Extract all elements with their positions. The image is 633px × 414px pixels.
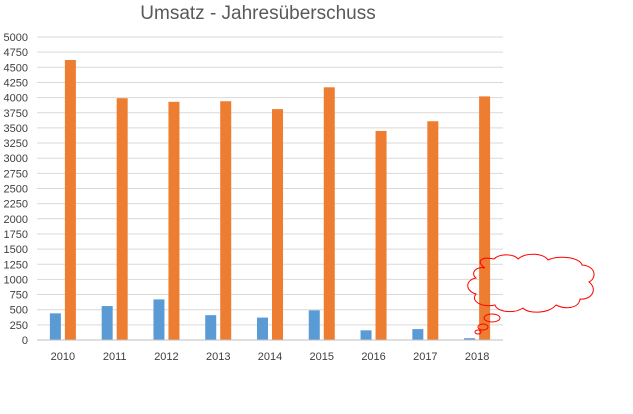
bars [49, 60, 491, 341]
bar-2010-series-2 [64, 60, 76, 340]
y-tick-label: 1000 [4, 274, 28, 286]
y-tick-label: 5000 [4, 32, 28, 44]
y-tick-label: 0 [22, 335, 28, 347]
bar-2013-series-1 [205, 315, 217, 340]
x-tick-label: 2012 [154, 351, 178, 363]
bar-2017-series-2 [427, 121, 439, 340]
y-tick-label: 2500 [4, 184, 28, 196]
bar-2010-series-1 [49, 313, 61, 340]
y-tick-label: 500 [10, 305, 28, 317]
bar-2011-series-1 [101, 306, 113, 340]
bar-2018-series-2 [479, 96, 491, 340]
y-axis: 0 250 500 750 1000 1250 1500 1750 2000 2250 2500 27… [4, 32, 28, 347]
y-tick-label: 2750 [4, 168, 28, 180]
y-tick-label: 1750 [4, 229, 28, 241]
y-tick-label: 4750 [4, 47, 28, 59]
y-tick-label: 750 [10, 290, 28, 302]
bar-2015-series-1 [308, 310, 320, 340]
gridlines [37, 36, 503, 326]
x-tick-label: 2016 [361, 351, 385, 363]
bar-2012-series-2 [168, 101, 180, 340]
bar-2016-series-2 [375, 130, 387, 340]
y-tick-label: 3750 [4, 108, 28, 120]
bar-2013-series-2 [220, 101, 232, 341]
y-tick-label: 3250 [4, 138, 28, 150]
x-tick-label: 2010 [51, 351, 75, 363]
cloud-callout-annotation [467, 253, 595, 335]
x-tick-label: 2011 [103, 351, 127, 363]
bar-2012-series-1 [153, 299, 165, 340]
y-tick-label: 4000 [4, 93, 28, 105]
bar-2014-series-1 [257, 317, 268, 340]
x-tick-label: 2018 [465, 351, 489, 363]
y-tick-label: 3500 [4, 123, 28, 135]
bar-2011-series-2 [116, 98, 128, 341]
bar-2017-series-1 [412, 329, 424, 340]
y-tick-label: 1500 [4, 244, 28, 256]
bar-2014-series-2 [272, 109, 283, 340]
bar-2018-series-1 [464, 338, 476, 340]
y-tick-label: 2250 [4, 199, 28, 211]
x-tick-label: 2015 [310, 351, 334, 363]
y-tick-label: 2000 [4, 214, 28, 226]
y-tick-label: 1250 [4, 259, 28, 271]
y-tick-label: 4250 [4, 77, 28, 89]
x-tick-label: 2014 [258, 351, 282, 363]
chart-title: Umsatz - Jahresüberschuss [140, 3, 375, 24]
y-tick-label: 250 [10, 320, 28, 332]
bar-2016-series-1 [360, 330, 372, 340]
y-tick-label: 4500 [4, 62, 28, 74]
y-tick-label: 3000 [4, 153, 28, 165]
x-axis: 2010 2011 2012 2013 2014 2015 2016 2017 2018 [37, 339, 503, 363]
x-tick-label: 2017 [413, 351, 437, 363]
x-tick-label: 2013 [206, 351, 230, 363]
bar-2015-series-2 [323, 87, 335, 340]
